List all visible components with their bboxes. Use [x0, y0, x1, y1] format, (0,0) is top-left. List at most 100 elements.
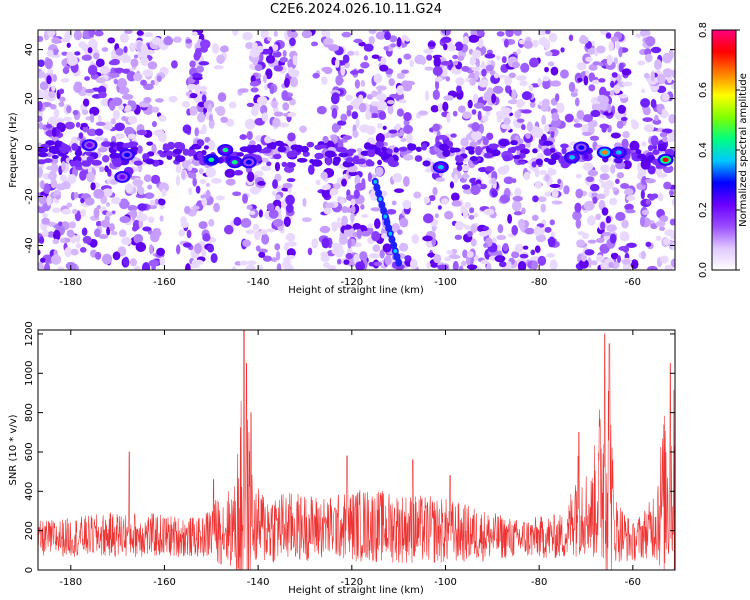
spectrogram-noise-blob: [354, 174, 361, 186]
spectrogram-noise-blob: [52, 74, 57, 83]
spectrogram-noise-blob: [345, 252, 353, 260]
spectrogram-noise-blob: [374, 218, 381, 229]
spectrogram-x-tick-label: -120: [340, 277, 363, 288]
spectrogram-noise-blob: [458, 265, 464, 270]
spectrogram-noise-blob: [640, 88, 646, 94]
spectrogram-noise-blob: [67, 173, 77, 184]
spectrogram-hot-spot: [563, 151, 580, 164]
spectrogram-noise-blob: [538, 36, 549, 46]
spectrogram-noise-blob: [198, 221, 208, 230]
spectrogram-noise-blob: [671, 198, 675, 206]
spectrogram-noise-blob: [285, 204, 294, 213]
spectrogram-noise-blob: [391, 200, 397, 206]
spectrogram-noise-blob: [506, 260, 512, 270]
spectrogram-noise-blob: [461, 260, 467, 267]
spectrogram-noise-blob: [444, 256, 452, 262]
spectrogram-noise-blob: [124, 30, 133, 34]
spectrogram-noise-blob: [493, 72, 500, 79]
spectrogram-noise-blob: [406, 132, 413, 144]
spectrogram-noise-blob: [375, 166, 384, 177]
spectrogram-noise-blob: [99, 65, 110, 75]
spectrogram-noise-blob: [367, 223, 374, 229]
spectrogram-noise-blob: [301, 30, 313, 39]
spectrogram-noise-blob: [361, 178, 366, 189]
spectrogram-noise-blob: [135, 242, 147, 252]
spectrogram-noise-blob: [483, 242, 488, 248]
spectrogram-noise-blob: [353, 38, 363, 44]
spectrogram-noise-blob: [360, 61, 370, 69]
spectrogram-noise-blob: [82, 98, 90, 107]
spectrogram-noise-blob: [282, 102, 290, 111]
spectrogram-noise-blob: [477, 37, 484, 49]
spectrogram-noise-blob: [434, 213, 439, 219]
spectrogram-noise-blob: [203, 107, 208, 114]
spectrogram-noise-blob: [252, 223, 260, 231]
spectrogram-noise-blob: [129, 258, 138, 267]
spectrogram-noise-blob: [119, 33, 129, 43]
spectrogram-noise-blob: [311, 238, 319, 249]
spectrogram-noise-blob: [366, 94, 374, 100]
spectrogram-noise-blob: [547, 236, 556, 248]
spectrogram-noise-blob: [198, 85, 208, 91]
spectrogram-noise-blob: [583, 75, 589, 86]
spectrogram-noise-blob: [387, 104, 394, 115]
spectrogram-band-blob: [381, 146, 387, 152]
spectrogram-noise-blob: [482, 115, 489, 123]
spectrogram-noise-blob: [641, 209, 650, 216]
spectrogram-noise-blob: [199, 39, 211, 49]
spectrogram-noise-blob: [51, 85, 56, 92]
spectrogram-noise-blob: [637, 60, 646, 66]
spectrogram-noise-blob: [462, 36, 470, 45]
spectrogram-noise-blob: [73, 191, 79, 199]
spectrogram-noise-blob: [265, 68, 273, 80]
spectrogram-noise-blob: [68, 221, 77, 229]
spectrogram-noise-blob: [621, 68, 632, 76]
spectrogram-noise-blob: [511, 89, 517, 100]
spectrogram-noise-blob: [395, 132, 404, 137]
spectrogram-noise-blob: [379, 64, 389, 72]
spectrogram-noise-blob: [610, 36, 619, 42]
spectrogram-noise-blob: [384, 254, 392, 266]
spectrogram-noise-blob: [96, 205, 101, 210]
spectrogram-noise-blob: [538, 30, 547, 36]
spectrogram-x-tick-label: -60: [625, 277, 641, 288]
spectrogram-noise-blob: [191, 31, 198, 37]
spectrogram-noise-blob: [368, 253, 380, 259]
spectrogram-band-blob: [74, 149, 83, 157]
spectrogram-noise-blob: [292, 55, 298, 66]
spectrogram-band-blob: [109, 152, 120, 160]
spectrogram-noise-blob: [471, 121, 480, 132]
spectrogram-noise-blob: [596, 193, 606, 200]
spectrogram-noise-blob: [365, 110, 372, 120]
spectrogram-noise-blob: [114, 133, 125, 140]
spectrogram-noise-blob: [38, 35, 44, 42]
spectrogram-noise-blob: [602, 58, 607, 66]
spectrogram-noise-blob: [186, 83, 198, 90]
spectrogram-noise-blob: [601, 91, 613, 96]
spectrogram-noise-blob: [551, 112, 560, 122]
spectrogram-noise-blob: [489, 70, 496, 76]
spectrogram-noise-blob: [260, 165, 272, 172]
spectrogram-noise-blob: [654, 114, 659, 122]
colorbar: 0.0 0.2 0.4 0.6 0.8 Normalized spectral ampl…: [698, 22, 749, 278]
spectrogram-noise-blob: [375, 133, 385, 144]
spectrogram-noise-blob: [213, 65, 224, 70]
spectrogram-noise-blob: [610, 80, 615, 88]
spectrogram-noise-blob: [156, 75, 162, 83]
spectrogram-noise-blob: [45, 258, 50, 263]
spectrogram-noise-blob: [137, 203, 148, 211]
spectrogram-band-blob: [488, 143, 499, 149]
spectrogram-noise-blob: [153, 129, 165, 137]
spectrogram-noise-blob: [560, 47, 565, 53]
spectrogram-noise-blob: [150, 174, 161, 184]
spectrogram-noise-blob: [621, 138, 629, 150]
spectrogram-noise-blob: [372, 244, 381, 253]
spectrogram-noise-blob: [544, 173, 550, 182]
spectrogram-noise-blob: [503, 117, 511, 125]
spectrogram-band-blob: [551, 153, 559, 161]
snr-y-axis-label: SNR (10 * v/v): [8, 414, 19, 485]
spectrogram-noise-blob: [151, 106, 160, 113]
spectrogram-noise-blob: [228, 101, 237, 109]
spectrogram-noise-blob: [38, 249, 41, 256]
spectrogram-noise-blob: [340, 66, 346, 77]
